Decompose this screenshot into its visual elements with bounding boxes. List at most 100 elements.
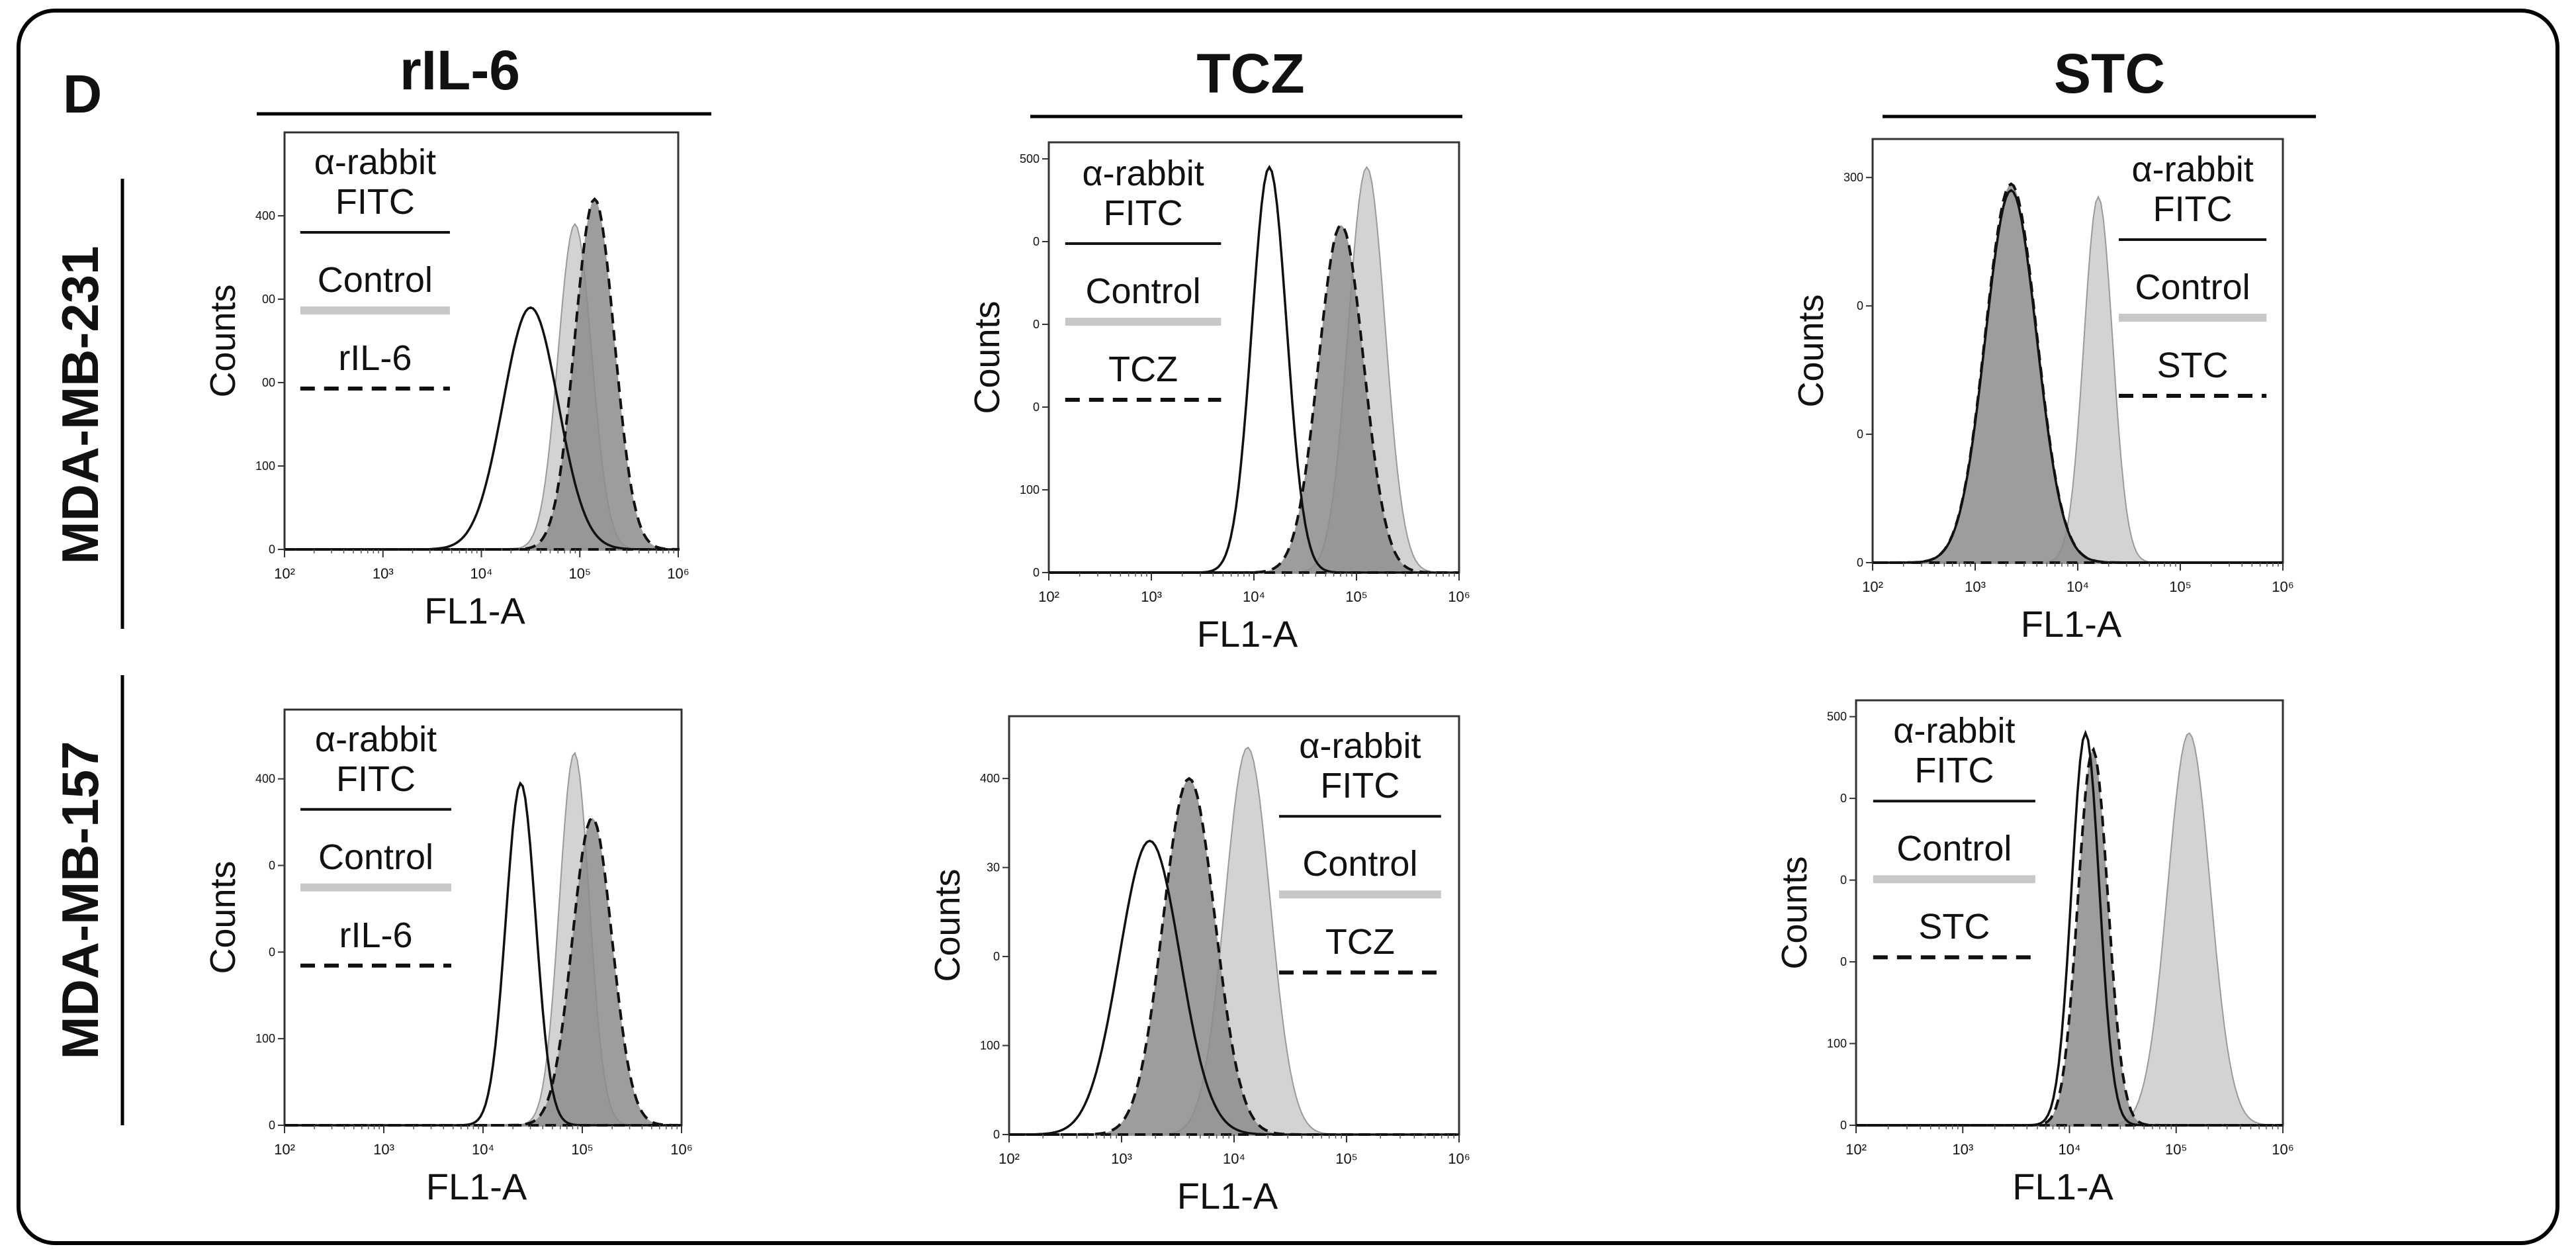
legend-label: Control (318, 260, 433, 300)
legend-label: Control (1302, 844, 1417, 884)
y-tick-label: 0 (1840, 874, 1847, 887)
x-tick-label: 10⁴ (470, 565, 493, 582)
legend-item: rIL-6 (300, 338, 450, 391)
x-tick-label: 10² (1038, 588, 1059, 605)
x-tick-label: 10⁶ (2272, 1141, 2294, 1158)
series--rabbit-fitc (1873, 189, 2283, 564)
x-tick-label: 10⁶ (667, 565, 689, 582)
histogram-grid: 0 100 0 0 0 0 400 10² 10³ 10⁴ 10⁵ 10⁶ FL1-A Counts α-r… (203, 131, 2294, 1217)
y-tick-label: 100 (1020, 483, 1040, 496)
legend-item: Control (1873, 829, 2035, 884)
legend-label: Control (1086, 271, 1201, 311)
legend-label: rIL-6 (338, 338, 412, 378)
y-tick-label: 400 (255, 772, 275, 786)
y-tick-label: 400 (255, 209, 275, 222)
x-tick-label: 10⁴ (2059, 1141, 2081, 1158)
legend-label: TCZ (1325, 922, 1395, 962)
y-tick-label: 500 (1020, 152, 1040, 165)
row-label: MDA-MB-231 (51, 246, 109, 564)
x-tick-label: 10² (274, 565, 295, 582)
x-tick-label: 10⁶ (1448, 588, 1470, 605)
y-tick-label: 0 (1033, 318, 1040, 331)
legend-label: FITC (1914, 751, 1994, 790)
legend-item: TCZ (1279, 922, 1441, 975)
histogram-mda-mb-157-stc: 0 100 0 0 0 500 10² 10³ 10⁴ 10⁵ 10⁶ FL1-A Counts α-ra… (1775, 699, 2294, 1207)
column-header-stc: STC (1883, 42, 2316, 118)
legend-label: TCZ (1108, 349, 1178, 389)
y-tick-label: 0 (1033, 400, 1040, 414)
x-tick-label: 10⁶ (2272, 579, 2294, 595)
legend-label: FITC (2153, 189, 2233, 229)
x-axis-label: FL1-A (1177, 1175, 1278, 1217)
x-tick-label: 10³ (373, 1141, 394, 1158)
y-tick-label: 100 (255, 1032, 275, 1045)
x-axis-label: FL1-A (424, 590, 525, 631)
y-tick-label: 0 (269, 945, 275, 958)
legend-label: FITC (335, 182, 415, 222)
y-tick-label: 0 (993, 950, 1000, 963)
x-tick-label: 10⁴ (472, 1141, 494, 1158)
y-axis-label: Counts (967, 301, 1007, 414)
y-tick-label: 0 (1033, 235, 1040, 248)
x-tick-label: 10⁵ (571, 1141, 594, 1158)
y-tick-label: 0 (1857, 556, 1863, 569)
legend-item: Control (1279, 844, 1441, 899)
column-header-ril6: rIL-6 (257, 39, 711, 116)
x-tick-label: 10⁶ (670, 1141, 693, 1158)
y-tick-label: 30 (987, 861, 1000, 874)
series--rabbit-fitc (285, 306, 678, 551)
series--rabbit-fitc (1009, 839, 1459, 1136)
figure-frame (17, 9, 2559, 1245)
histogram-mda-mb-231-ril-6: 0 100 00 00 400 10² 10³ 10⁴ 10⁵ 10⁶ FL1-A Counts α-r… (203, 131, 689, 631)
x-tick-label: 10⁴ (2066, 579, 2089, 595)
legend-label: Control (2135, 267, 2250, 307)
histogram-mda-mb-157-ril-6: 0 100 0 0 400 10² 10³ 10⁴ 10⁵ 10⁶ FL1-A Counts α-rab… (203, 708, 693, 1207)
legend-label: STC (1918, 907, 1990, 947)
legend-label: α-rabbit (1893, 711, 2015, 751)
y-tick-label: 100 (255, 459, 275, 473)
legend-label: STC (2157, 346, 2229, 385)
y-tick-label: 0 (1033, 566, 1040, 579)
y-tick-label: 100 (980, 1039, 1000, 1052)
x-tick-label: 10³ (1141, 588, 1162, 605)
y-tick-label: 100 (1827, 1037, 1847, 1050)
y-axis-label: Counts (1775, 856, 1814, 969)
legend-item: STC (2119, 346, 2267, 398)
x-tick-label: 10⁴ (1223, 1150, 1245, 1167)
series--rabbit-fitc (285, 781, 682, 1127)
legend-item: Control (2119, 267, 2267, 322)
legend-label: FITC (1320, 766, 1399, 806)
y-tick-label: 0 (1840, 792, 1847, 805)
legend-item: Control (1065, 271, 1221, 326)
legend-label: α-rabbit (315, 720, 437, 759)
y-tick-label: 0 (1840, 955, 1847, 968)
row-header-mda-mb-157: MDA-MB-157 (51, 675, 124, 1125)
histogram-mda-mb-231-stc: 0 0 0 300 10² 10³ 10⁴ 10⁵ 10⁶ FL1-A Counts α-rabbit… (1791, 138, 2294, 645)
legend-item: rIL-6 (300, 915, 451, 968)
y-axis-label: Counts (203, 284, 243, 397)
histogram-mda-mb-157-tcz: 0 100 0 30 400 10² 10³ 10⁴ 10⁵ 10⁶ FL1-A Counts α-ra… (928, 715, 1470, 1217)
x-axis-label: FL1-A (426, 1166, 527, 1207)
x-tick-label: 10² (1845, 1141, 1867, 1158)
legend-label: Control (318, 837, 433, 877)
y-axis-label: Counts (928, 868, 967, 982)
x-axis-label: FL1-A (1197, 613, 1298, 655)
x-tick-label: 10² (1862, 579, 1883, 595)
legend-label: FITC (1104, 193, 1183, 233)
x-tick-label: 10⁵ (2169, 579, 2192, 595)
legend-label: α-rabbit (1082, 154, 1204, 193)
x-axis-label: FL1-A (2021, 603, 2122, 645)
y-tick-label: 0 (269, 859, 275, 872)
column-header-tcz: TCZ (1030, 42, 1462, 118)
histogram-mda-mb-231-tcz: 0 100 0 0 0 500 10² 10³ 10⁴ 10⁵ 10⁶ FL1-A Counts α-ra… (967, 141, 1470, 655)
row-label: MDA-MB-157 (51, 741, 109, 1059)
legend-item: TCZ (1065, 349, 1221, 402)
x-tick-label: 10³ (373, 565, 394, 582)
